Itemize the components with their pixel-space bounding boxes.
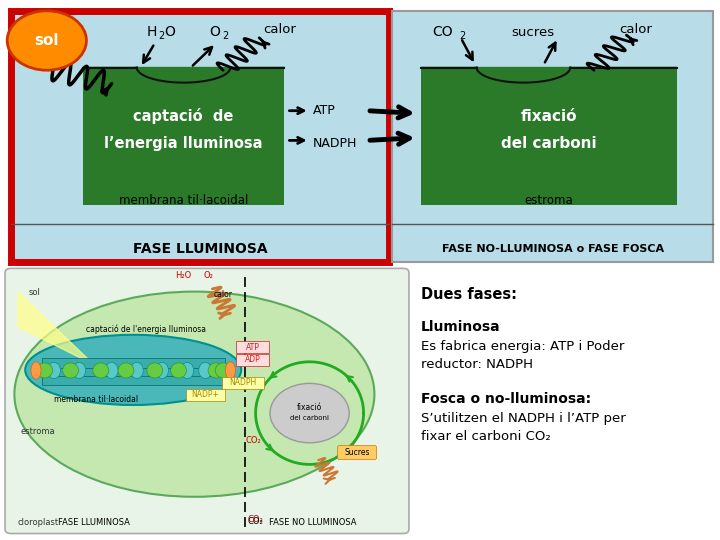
- FancyBboxPatch shape: [42, 367, 225, 376]
- Text: sucres: sucres: [511, 26, 554, 39]
- Ellipse shape: [215, 363, 231, 378]
- Circle shape: [270, 383, 349, 443]
- Polygon shape: [421, 68, 677, 83]
- Ellipse shape: [7, 11, 86, 70]
- Text: NADP+: NADP+: [192, 390, 219, 399]
- Text: fixació: fixació: [521, 109, 577, 124]
- Text: l’energia lluminosa: l’energia lluminosa: [104, 136, 263, 151]
- Ellipse shape: [156, 362, 168, 379]
- Text: captació  de: captació de: [133, 108, 234, 124]
- FancyBboxPatch shape: [186, 389, 225, 401]
- Text: Es fabrica energia: ATP i Poder: Es fabrica energia: ATP i Poder: [421, 340, 624, 353]
- Text: FASE LLUMINOSA: FASE LLUMINOSA: [133, 242, 267, 256]
- Text: Sucres: Sucres: [344, 448, 370, 457]
- Text: S’utilitzen el NADPH i l’ATP per: S’utilitzen el NADPH i l’ATP per: [421, 412, 626, 425]
- Ellipse shape: [14, 292, 374, 497]
- Text: reductor: NADPH: reductor: NADPH: [421, 358, 534, 371]
- Ellipse shape: [118, 363, 134, 378]
- Text: FASE NO LLUMINOSA: FASE NO LLUMINOSA: [269, 518, 357, 527]
- Ellipse shape: [147, 363, 163, 378]
- Ellipse shape: [25, 335, 241, 405]
- Ellipse shape: [130, 362, 143, 379]
- Text: 2: 2: [158, 31, 165, 41]
- Polygon shape: [83, 68, 284, 83]
- Text: fixació: fixació: [297, 403, 323, 412]
- Text: ATP: ATP: [313, 104, 336, 117]
- Text: ATP: ATP: [246, 343, 260, 352]
- Ellipse shape: [93, 363, 109, 378]
- FancyBboxPatch shape: [236, 341, 269, 353]
- Ellipse shape: [48, 362, 60, 379]
- Text: membrana til·lacoidal: membrana til·lacoidal: [119, 194, 248, 207]
- FancyBboxPatch shape: [222, 377, 264, 389]
- Ellipse shape: [37, 363, 53, 378]
- Text: sol: sol: [35, 33, 59, 48]
- FancyBboxPatch shape: [42, 358, 225, 368]
- Ellipse shape: [199, 362, 212, 379]
- Text: del carboni: del carboni: [290, 415, 329, 422]
- Text: ADP: ADP: [245, 355, 261, 364]
- Ellipse shape: [225, 362, 235, 379]
- Text: 2: 2: [222, 31, 228, 41]
- Text: CO₂: CO₂: [246, 436, 261, 444]
- FancyBboxPatch shape: [83, 68, 284, 205]
- Text: H₂O: H₂O: [176, 271, 192, 280]
- Text: CO: CO: [432, 25, 453, 39]
- FancyBboxPatch shape: [392, 11, 713, 262]
- Text: O: O: [164, 25, 175, 39]
- Text: estroma: estroma: [20, 428, 55, 436]
- Text: 2: 2: [459, 31, 466, 41]
- Ellipse shape: [63, 363, 78, 378]
- Ellipse shape: [208, 363, 224, 378]
- Text: O₂: O₂: [204, 271, 214, 280]
- Text: membrana til·lacoidal: membrana til·lacoidal: [54, 395, 138, 404]
- FancyBboxPatch shape: [5, 268, 409, 534]
- FancyBboxPatch shape: [421, 68, 677, 205]
- Text: Dues fases:: Dues fases:: [421, 287, 517, 302]
- Text: estroma: estroma: [524, 194, 573, 207]
- Text: H: H: [146, 25, 156, 39]
- Text: NADPH: NADPH: [313, 137, 358, 150]
- Text: fixar el carboni CO₂: fixar el carboni CO₂: [421, 430, 551, 443]
- Text: sol: sol: [29, 288, 40, 297]
- Text: O: O: [209, 25, 220, 39]
- Text: cloroplast: cloroplast: [18, 518, 59, 527]
- Text: calor: calor: [263, 23, 296, 36]
- Text: CO₂: CO₂: [248, 517, 264, 526]
- FancyBboxPatch shape: [42, 375, 225, 385]
- Text: FASE LLUMINOSA: FASE LLUMINOSA: [58, 518, 130, 527]
- Text: Fosca o no-lluminosa:: Fosca o no-lluminosa:: [421, 392, 591, 406]
- Text: del carboni: del carboni: [501, 136, 596, 151]
- FancyBboxPatch shape: [11, 11, 389, 262]
- Ellipse shape: [31, 362, 41, 379]
- Text: calor: calor: [619, 23, 652, 36]
- Ellipse shape: [171, 363, 186, 378]
- Ellipse shape: [105, 362, 118, 379]
- Text: captació de l'energia lluminosa: captació de l'energia lluminosa: [86, 325, 207, 334]
- Text: CO₂: CO₂: [248, 515, 264, 524]
- FancyBboxPatch shape: [338, 446, 377, 460]
- Text: NADPH: NADPH: [230, 379, 257, 387]
- Text: calor: calor: [214, 290, 233, 299]
- FancyBboxPatch shape: [236, 354, 269, 366]
- Ellipse shape: [181, 362, 194, 379]
- Text: FASE NO-LLUMINOSA o FASE FOSCA: FASE NO-LLUMINOSA o FASE FOSCA: [442, 245, 664, 254]
- Polygon shape: [18, 292, 94, 364]
- Ellipse shape: [73, 362, 86, 379]
- Text: Lluminosa: Lluminosa: [421, 320, 501, 334]
